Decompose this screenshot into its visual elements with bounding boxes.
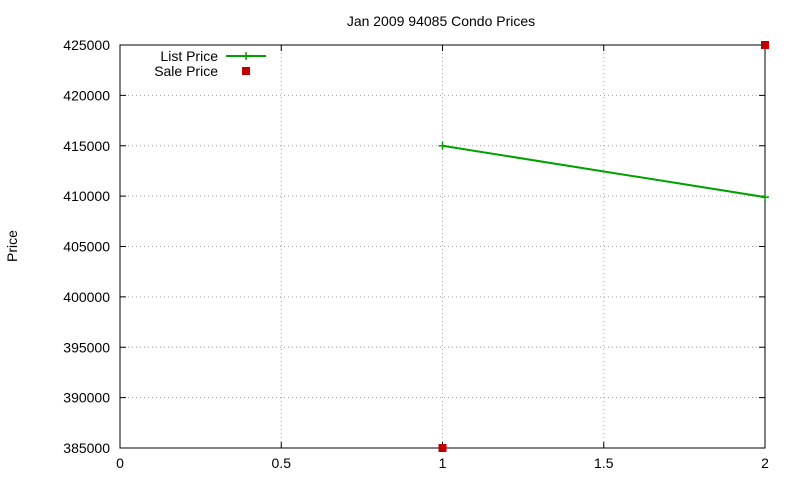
x-tick-label: 1.5 xyxy=(594,455,614,471)
data-point xyxy=(438,444,447,452)
legend-item: List Price xyxy=(160,48,266,64)
series-1 xyxy=(438,41,769,452)
series-0 xyxy=(438,141,769,202)
y-tick-label: 420000 xyxy=(63,87,110,103)
x-tick-label: 1 xyxy=(439,455,447,471)
legend-item: Sale Price xyxy=(154,63,250,79)
y-tick-label: 395000 xyxy=(63,339,110,355)
legend-marker xyxy=(242,52,250,60)
x-tick-label: 0 xyxy=(116,455,124,471)
y-tick-label: 390000 xyxy=(63,390,110,406)
axes: 0 0.5 1 1.5 2 385000 390000 395000 400000 405000 4… xyxy=(63,37,769,471)
legend-label: Sale Price xyxy=(154,63,218,79)
y-axis-label: Price xyxy=(4,230,20,262)
y-tick-label: 410000 xyxy=(63,188,110,204)
y-tick-label: 415000 xyxy=(63,138,110,154)
x-tick-label: 2 xyxy=(761,455,769,471)
series-layer xyxy=(438,41,769,452)
data-point xyxy=(438,141,447,150)
y-tick-label: 400000 xyxy=(63,289,110,305)
x-tick-label: 0.5 xyxy=(272,455,292,471)
data-point xyxy=(761,41,769,49)
chart-title: Jan 2009 94085 Condo Prices xyxy=(347,13,535,29)
legend-label: List Price xyxy=(160,48,218,64)
series-line xyxy=(442,144,766,199)
y-tick-label: 405000 xyxy=(63,239,110,255)
y-tick-label: 385000 xyxy=(63,440,110,456)
data-point xyxy=(761,193,769,202)
y-tick-label: 425000 xyxy=(63,37,110,53)
legend-marker xyxy=(242,67,250,75)
